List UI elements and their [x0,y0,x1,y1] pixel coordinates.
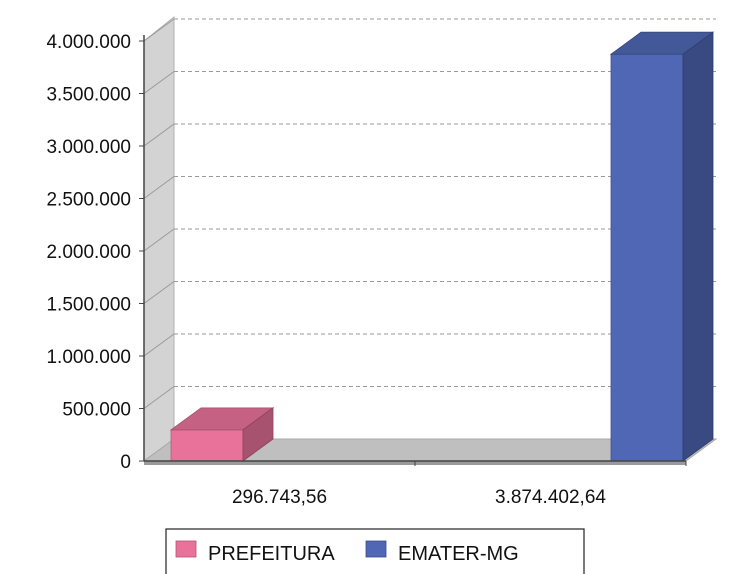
bar-side [682,31,714,462]
y-tick-label: 0 [120,452,131,473]
side-gridline [143,123,175,147]
y-tick-label: 1.500.000 [46,295,131,316]
legend-swatch [365,540,387,558]
side-gridline [143,281,175,304]
y-axis: 0 500.000 1.000.000 1.500.000 2.000.000 2.500… [46,32,145,473]
side-gridline [143,228,175,252]
legend-swatch [175,540,197,558]
bar-front [170,429,244,462]
side-gridline [143,18,175,42]
bar-front [610,53,684,462]
y-tick-label: 500.000 [62,400,131,421]
y-tick-label: 2.000.000 [46,242,131,263]
side-wall [143,15,175,462]
x-axis: 296.743,56 3.874.402,64 [144,460,687,508]
y-tick-label: 2.500.000 [46,190,131,211]
x-category-label: 3.874.402,64 [495,487,606,508]
legend-label: EMATER-MG [398,543,519,565]
legend-label: PREFEITURA [208,543,335,565]
legend: PREFEITURA EMATER-MG [165,528,585,574]
x-category-label: 296.743,56 [232,487,327,508]
y-tick-label: 3.000.000 [46,137,131,158]
bar-side [242,407,274,462]
side-gridline [143,71,175,94]
bars [169,31,715,462]
y-tick-label: 1.000.000 [46,347,131,368]
y-tick-label: 3.500.000 [46,85,131,106]
side-gridline [143,386,175,409]
y-tick-label: 4.000.000 [46,32,131,53]
side-gridline [143,333,175,357]
side-gridline [143,176,175,199]
